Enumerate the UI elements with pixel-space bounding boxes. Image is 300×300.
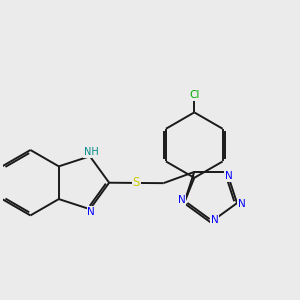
Text: N: N bbox=[225, 171, 233, 181]
Text: N: N bbox=[178, 196, 185, 206]
Text: NH: NH bbox=[84, 147, 99, 157]
Text: S: S bbox=[133, 176, 140, 189]
Text: N: N bbox=[238, 200, 245, 209]
Text: N: N bbox=[211, 215, 218, 225]
Text: Cl: Cl bbox=[189, 90, 200, 100]
Text: N: N bbox=[87, 207, 95, 217]
